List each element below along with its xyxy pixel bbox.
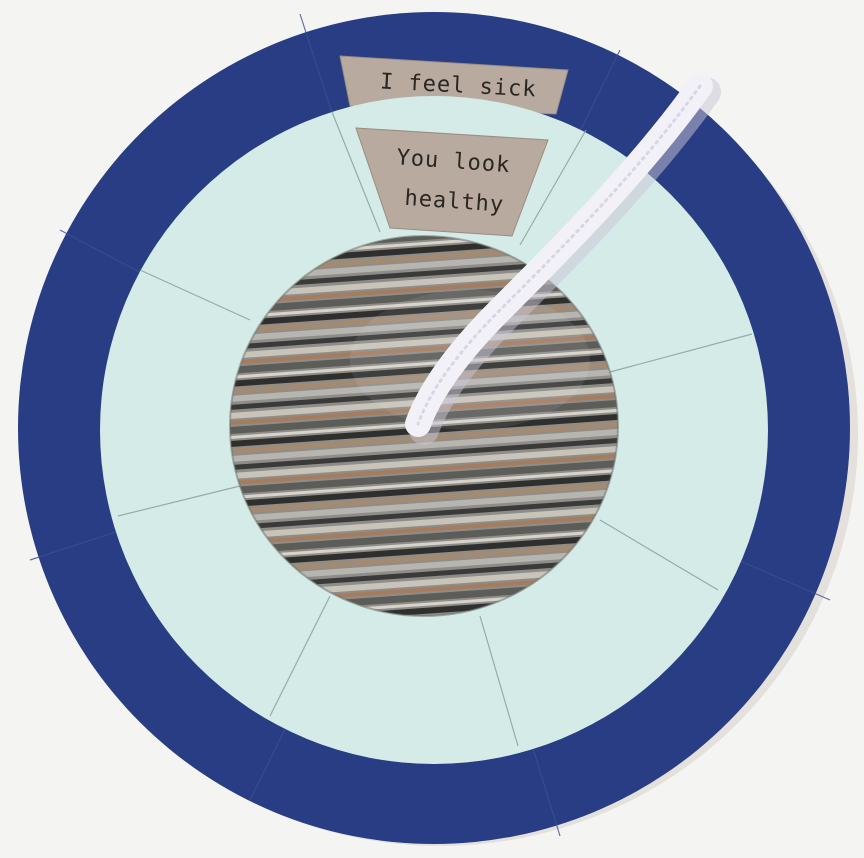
inner-ring-lines [117, 111, 753, 747]
inner-message-tab[interactable]: You look healthy [355, 127, 549, 237]
pipe-cleaner-pointer[interactable] [405, 73, 721, 445]
